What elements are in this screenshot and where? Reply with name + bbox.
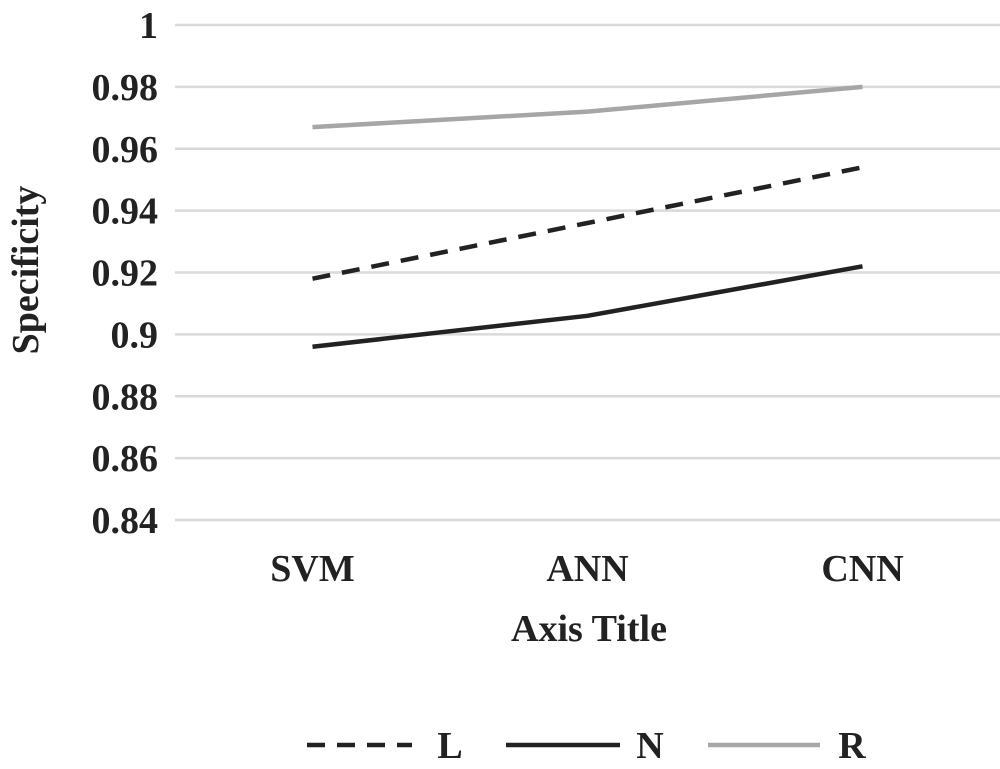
x-tick-label: SVM	[270, 548, 354, 590]
y-tick-label: 0.9	[111, 314, 159, 356]
y-axis-tick-labels: 0.84 0.86 0.88 0.9 0.92 0.94 0.96 0.98 1	[92, 5, 159, 542]
x-tick-label: CNN	[821, 548, 903, 590]
series-line-n	[312, 264, 863, 349]
legend-item-n: N	[506, 725, 664, 767]
series-line-l	[312, 165, 863, 281]
y-tick-label: 1	[139, 5, 158, 47]
legend-label: L	[437, 725, 462, 767]
gridlines	[175, 23, 1000, 522]
y-axis-title: Specificity	[5, 186, 47, 355]
y-tick-label: 0.86	[92, 438, 159, 480]
legend-item-r: R	[708, 725, 866, 767]
series-line-r	[312, 84, 863, 130]
series-lines	[312, 84, 863, 349]
y-tick-label: 0.92	[92, 253, 159, 295]
legend-label: R	[838, 725, 866, 767]
legend-label: N	[636, 725, 663, 767]
legend-item-l: L	[307, 725, 463, 767]
y-tick-label: 0.94	[92, 191, 159, 233]
x-axis-tick-labels: SVM ANN CNN	[270, 548, 903, 590]
x-tick-label: ANN	[546, 548, 628, 590]
y-tick-label: 0.88	[92, 376, 159, 418]
x-axis-title: Axis Title	[511, 608, 667, 650]
y-tick-label: 0.96	[92, 129, 159, 171]
y-tick-label: 0.84	[92, 500, 159, 542]
y-tick-label: 0.98	[92, 67, 159, 109]
